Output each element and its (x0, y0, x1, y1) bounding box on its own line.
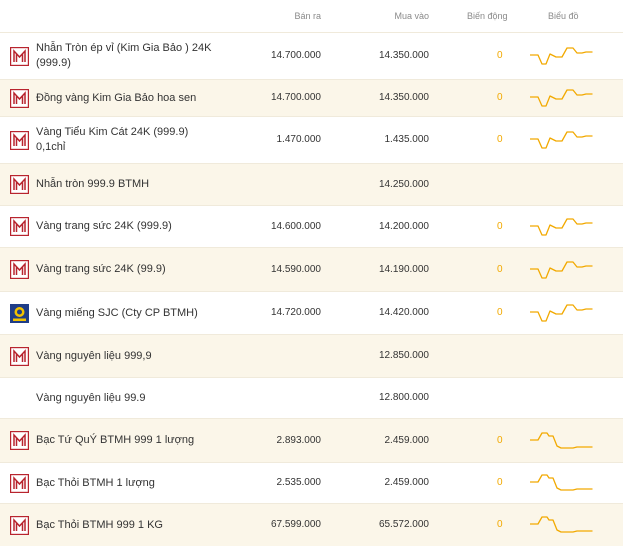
table-body: Nhẫn Tròn ép vỉ (Kim Gia Bảo ) 24K (999.9… (0, 32, 623, 546)
table-row[interactable]: Nhẫn tròn 999.9 BTMH 14.250.000 (0, 163, 623, 205)
product-name-line: Nhẫn Tròn ép vỉ (Kim Gia Bảo ) 24K (36, 42, 212, 54)
table-row[interactable]: Vàng miếng SJC (Cty CP BTMH) 14.720.000 14… (0, 291, 623, 334)
sell-price: 1.470.000 (276, 134, 322, 145)
btmh-logo-icon (10, 473, 29, 493)
product-name: Vàng trang sức 24K (999.9) (36, 219, 236, 234)
product-name-line: Bạc Thỏi BTMH 1 lượng (36, 476, 155, 489)
product-name: Vàng miếng SJC (Cty CP BTMH) (36, 306, 236, 321)
sell-price: 67.599.000 (270, 519, 321, 530)
table-row[interactable]: Vàng nguyên liệu 999,9 12.850.000 (0, 334, 623, 377)
btmh-logo-icon (10, 515, 29, 535)
product-name: Vàng Tiểu Kim Cát 24K (999.9) 0,1chỉ (36, 125, 236, 155)
buy-price: 1.435.000 (384, 134, 430, 145)
buy-price: 14.350.000 (378, 50, 429, 61)
btmh-logo-icon (10, 346, 29, 366)
price-change: 0 (497, 263, 503, 275)
price-trend-sparkline[interactable] (529, 259, 594, 286)
table-row[interactable]: Đồng vàng Kim Gia Bảo hoa sen 14.700.000 1… (0, 79, 623, 116)
product-name: Bạc Tứ QuÝ BTMH 999 1 lượng (36, 433, 236, 448)
btmh-logo-icon (10, 260, 29, 279)
sell-price: 14.700.000 (270, 50, 321, 61)
price-change: 0 (497, 519, 503, 530)
table-row[interactable]: Bạc Thỏi BTMH 999 1 KG 67.599.000 65.572.0… (0, 503, 623, 546)
price-trend-sparkline[interactable] (529, 302, 594, 329)
price-trend-sparkline[interactable] (529, 472, 594, 499)
table-header: Bán ra Mua vào Biến động Biểu đồ (0, 0, 623, 32)
buy-price: 14.190.000 (378, 263, 429, 275)
buy-price: 14.200.000 (378, 220, 429, 232)
product-name: Nhẫn Tròn ép vỉ (Kim Gia Bảo ) 24K (999.9… (36, 41, 236, 71)
btmh-logo-icon (10, 46, 29, 66)
column-header-buy: Mua vào (394, 11, 429, 21)
product-name: Vàng nguyên liệu 999,9 (36, 349, 236, 364)
column-header-sell: Bán ra (294, 11, 321, 21)
product-name: Bạc Thỏi BTMH 999 1 KG (36, 518, 236, 533)
price-change: 0 (497, 220, 503, 232)
btmh-logo-icon (10, 431, 29, 450)
price-trend-sparkline[interactable] (529, 514, 594, 541)
sell-price: 2.893.000 (276, 434, 322, 446)
product-name: Vàng nguyên liệu 99.9 (36, 391, 236, 406)
sjc-logo-icon (10, 303, 29, 323)
buy-price: 2.459.000 (384, 434, 430, 446)
product-name-line: Vàng trang sức 24K (999.9) (36, 220, 172, 232)
price-trend-sparkline[interactable] (529, 45, 594, 72)
product-name: Nhẫn tròn 999.9 BTMH (36, 177, 236, 192)
product-name: Vàng trang sức 24K (99.9) (36, 262, 236, 277)
sell-price: 14.590.000 (270, 263, 321, 275)
product-name-line: 0,1chỉ (36, 141, 66, 153)
buy-price: 12.850.000 (378, 350, 429, 361)
price-change: 0 (497, 307, 503, 318)
price-trend-sparkline[interactable] (529, 129, 594, 156)
price-change: 0 (497, 434, 503, 446)
sell-price: 14.600.000 (270, 220, 321, 232)
product-name-line: Vàng Tiểu Kim Cát 24K (999.9) (36, 126, 189, 138)
product-name-line: Vàng nguyên liệu 99.9 (36, 391, 146, 404)
product-name-line: Bạc Thỏi BTMH 999 1 KG (36, 518, 163, 531)
product-name-line: Vàng nguyên liệu 999,9 (36, 349, 152, 362)
price-trend-sparkline[interactable] (529, 430, 594, 457)
sell-price: 14.720.000 (270, 307, 321, 318)
product-name-line: Vàng trang sức 24K (99.9) (36, 263, 166, 275)
btmh-logo-icon (10, 175, 29, 194)
btmh-logo-icon (10, 88, 29, 108)
product-name: Đồng vàng Kim Gia Bảo hoa sen (36, 91, 236, 106)
price-trend-sparkline[interactable] (529, 216, 594, 243)
price-change: 0 (497, 134, 503, 145)
buy-price: 14.350.000 (378, 92, 429, 103)
price-change: 0 (497, 92, 503, 103)
price-change: 0 (497, 50, 503, 61)
column-header-change: Biến động (467, 11, 508, 21)
buy-price: 14.420.000 (378, 307, 429, 318)
buy-price: 12.800.000 (378, 392, 429, 403)
product-name-line: Vàng miếng SJC (Cty CP BTMH) (36, 306, 198, 319)
table-row[interactable]: Vàng nguyên liệu 99.9 12.800.000 (0, 377, 623, 418)
buy-price: 2.459.000 (384, 477, 430, 488)
sell-price: 2.535.000 (276, 477, 322, 488)
buy-price: 65.572.000 (378, 519, 429, 530)
table-row[interactable]: Vàng trang sức 24K (999.9) 14.600.000 14.2… (0, 205, 623, 247)
product-name: Bạc Thỏi BTMH 1 lượng (36, 476, 236, 491)
product-name-line: Đồng vàng Kim Gia Bảo hoa sen (36, 91, 197, 104)
column-header-chart: Biểu đồ (548, 11, 579, 21)
table-row[interactable]: Bạc Thỏi BTMH 1 lượng 2.535.000 2.459.000 0 (0, 462, 623, 503)
price-change: 0 (497, 477, 503, 488)
price-trend-sparkline[interactable] (529, 87, 594, 114)
sell-price: 14.700.000 (270, 92, 321, 103)
product-name-line: Bạc Tứ QuÝ BTMH 999 1 lượng (36, 434, 195, 446)
product-name-line: (999.9) (36, 57, 71, 69)
table-row[interactable]: Vàng Tiểu Kim Cát 24K (999.9) 0,1chỉ 1.470… (0, 116, 623, 163)
btmh-logo-icon (10, 130, 29, 150)
table-row[interactable]: Vàng trang sức 24K (99.9) 14.590.000 14.19… (0, 247, 623, 291)
product-name-line: Nhẫn tròn 999.9 BTMH (36, 178, 150, 190)
buy-price: 14.250.000 (378, 178, 429, 190)
table-row[interactable]: Bạc Tứ QuÝ BTMH 999 1 lượng 2.893.000 2.45… (0, 418, 623, 462)
btmh-logo-icon (10, 217, 29, 236)
table-row[interactable]: Nhẫn Tròn ép vỉ (Kim Gia Bảo ) 24K (999.9… (0, 32, 623, 79)
